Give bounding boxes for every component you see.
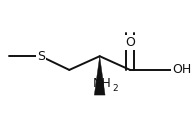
Text: NH: NH	[93, 77, 111, 90]
Text: S: S	[37, 50, 45, 63]
Text: O: O	[125, 36, 135, 49]
Polygon shape	[94, 56, 105, 95]
Text: OH: OH	[172, 63, 191, 76]
Text: 2: 2	[113, 84, 118, 93]
